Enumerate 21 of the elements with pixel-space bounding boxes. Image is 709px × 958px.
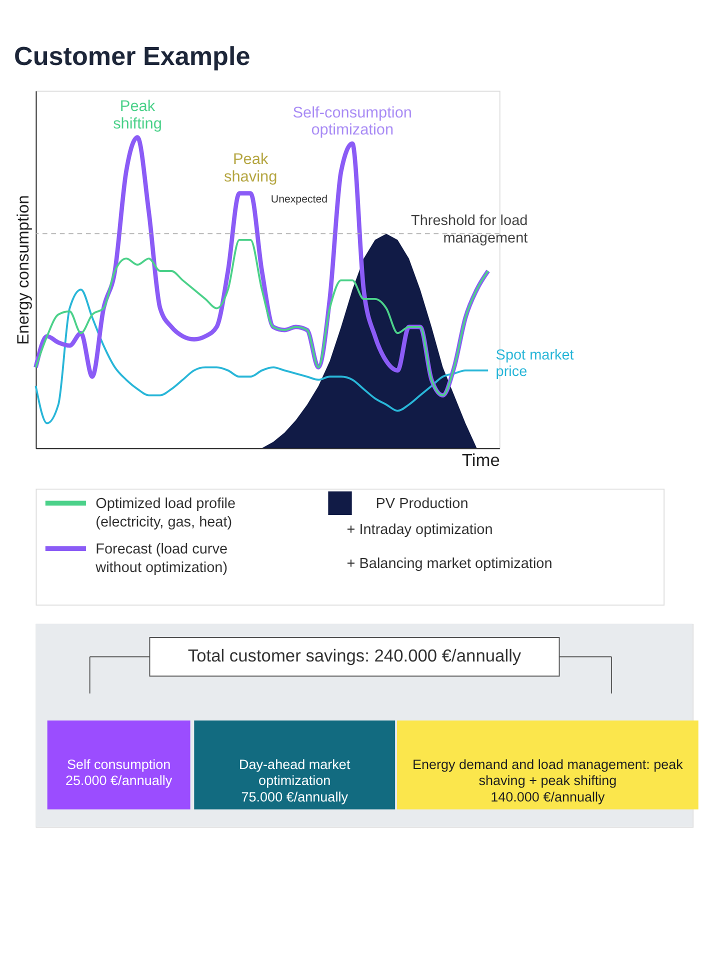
- x-axis-title: Time: [462, 450, 500, 470]
- text: 140.000 €/annually: [490, 790, 605, 805]
- legend-label: Forecast (load curve without optimization): [94, 541, 228, 576]
- text: + Intraday optimization: [346, 522, 493, 538]
- text: 75.000 €/annually: [241, 790, 348, 805]
- legend-label: Optimized load profile (electricity, gas, heat): [96, 496, 236, 530]
- annotation: Unexpected: [270, 193, 328, 206]
- text: + Balancing market optimization: [346, 556, 552, 572]
- chart-title: Customer Example: [14, 41, 250, 72]
- series-label: Spot market price: [496, 348, 574, 380]
- text: 25.000 €/annually: [65, 773, 172, 788]
- text: Total customer savings: 240.000 €/annually: [188, 646, 522, 666]
- annotation: Peak shaving: [224, 150, 278, 186]
- annotation: Self-consumption optimization: [292, 104, 412, 139]
- text: Peak shifting: [113, 98, 162, 132]
- category-label: Self consumption: [66, 756, 171, 772]
- y-axis-title: Energy consumption: [14, 195, 32, 345]
- category-label: Energy demand and load management: peak shaving + peak shifting: [412, 756, 684, 788]
- ref-line-label: Threshold for load management: [411, 213, 528, 246]
- legend-label: PV Production: [376, 496, 468, 512]
- category-label: Day-ahead market optimization: [239, 756, 350, 788]
